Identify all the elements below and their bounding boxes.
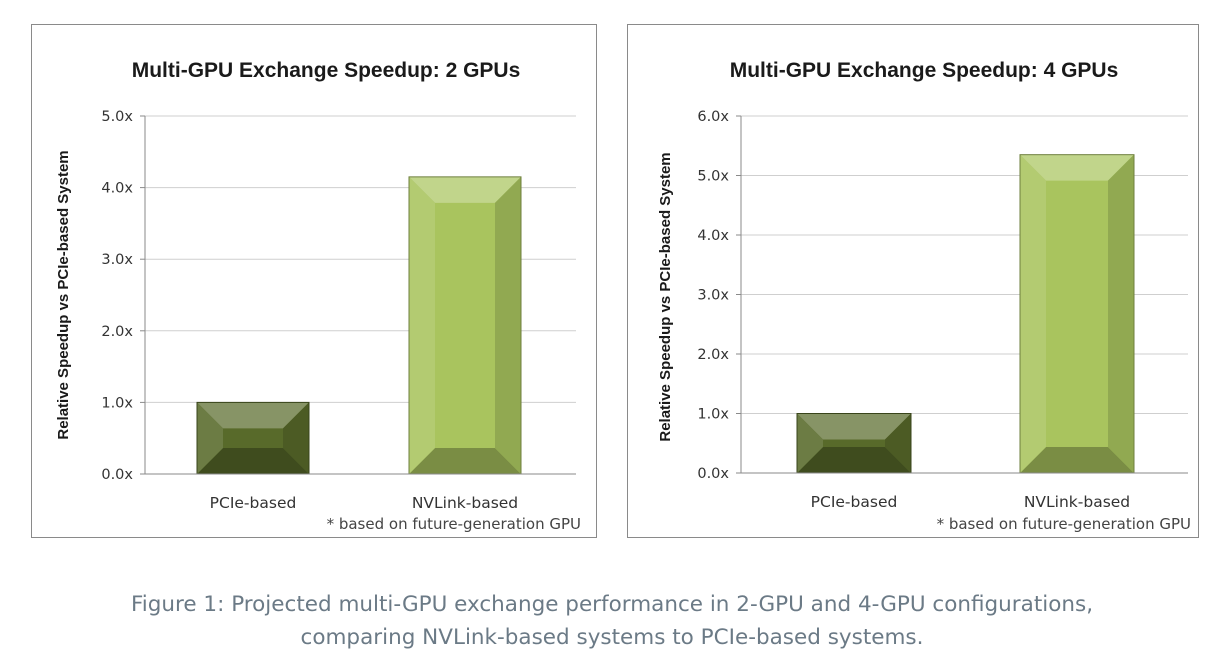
y-tick-label: 1.0x xyxy=(101,395,133,411)
y-axis-label: Relative Speedup vs PCIe-based System xyxy=(657,152,674,441)
bar-bevel-right xyxy=(495,176,521,475)
figure-caption: Figure 1: Projected multi-GPU exchange p… xyxy=(0,588,1224,654)
bar-bevel-top xyxy=(797,413,911,440)
chart-panel-2-gpus: Multi-GPU Exchange Speedup: 2 GPUs Relat… xyxy=(31,24,597,538)
caption-line-1: Figure 1: Projected multi-GPU exchange p… xyxy=(130,592,1094,617)
y-tick-label: 0.0x xyxy=(101,467,133,483)
bar-bevel-bottom xyxy=(1020,447,1134,473)
bar-nvlink-based xyxy=(408,176,522,475)
y-tick-label: 5.0x xyxy=(101,109,133,125)
caption-line-2: comparing NVLink-based systems to PCIe-b… xyxy=(300,625,924,650)
bar-bevel-top xyxy=(1020,154,1134,181)
y-tick-label: 6.0x xyxy=(697,109,729,125)
y-tick-label: 0.0x xyxy=(697,466,729,482)
bar-pcie-based xyxy=(196,401,310,475)
footnote: * based on future-generation GPU xyxy=(937,515,1191,533)
bar-bevel-left xyxy=(1020,154,1046,474)
bar-bevel-bottom xyxy=(197,448,309,474)
chart-4-gpus: Multi-GPU Exchange Speedup: 4 GPUs Relat… xyxy=(657,59,1191,533)
bar-bevel-left xyxy=(197,402,223,474)
y-tick-label: 4.0x xyxy=(697,228,729,244)
x-category-label: NVLink-based xyxy=(412,494,518,512)
bar-bevel-bottom xyxy=(797,447,911,473)
bar-bevel-top xyxy=(197,402,309,429)
bar-bevel-right xyxy=(1108,154,1134,474)
y-axis-label: Relative Speedup vs PCIe-based System xyxy=(55,150,72,439)
y-tick-label: 2.0x xyxy=(697,347,729,363)
x-category-label: NVLink-based xyxy=(1024,493,1130,511)
chart-panel-4-gpus: Multi-GPU Exchange Speedup: 4 GPUs Relat… xyxy=(627,24,1199,538)
bar-bevel-right xyxy=(283,402,309,474)
chart-2-gpus: Multi-GPU Exchange Speedup: 2 GPUs Relat… xyxy=(55,59,581,533)
bar-bevel-left xyxy=(797,413,823,473)
bar-bevel-left xyxy=(409,176,435,475)
y-tick-label: 1.0x xyxy=(697,407,729,423)
chart-title: Multi-GPU Exchange Speedup: 4 GPUs xyxy=(730,59,1119,82)
footnote: * based on future-generation GPU xyxy=(327,515,581,533)
bar-bevel-top xyxy=(409,176,521,203)
x-category-label: PCIe-based xyxy=(210,494,297,512)
bar-pcie-based xyxy=(796,413,912,474)
y-tick-label: 4.0x xyxy=(101,181,133,197)
x-category-label: PCIe-based xyxy=(811,493,898,511)
bar-nvlink-based xyxy=(1019,154,1135,474)
bar-bevel-right xyxy=(885,413,911,473)
bar-bevel-bottom xyxy=(409,448,521,474)
y-tick-label: 2.0x xyxy=(101,324,133,340)
y-tick-label: 5.0x xyxy=(697,169,729,185)
y-tick-label: 3.0x xyxy=(101,252,133,268)
y-tick-label: 3.0x xyxy=(697,288,729,304)
chart-title: Multi-GPU Exchange Speedup: 2 GPUs xyxy=(132,59,521,82)
